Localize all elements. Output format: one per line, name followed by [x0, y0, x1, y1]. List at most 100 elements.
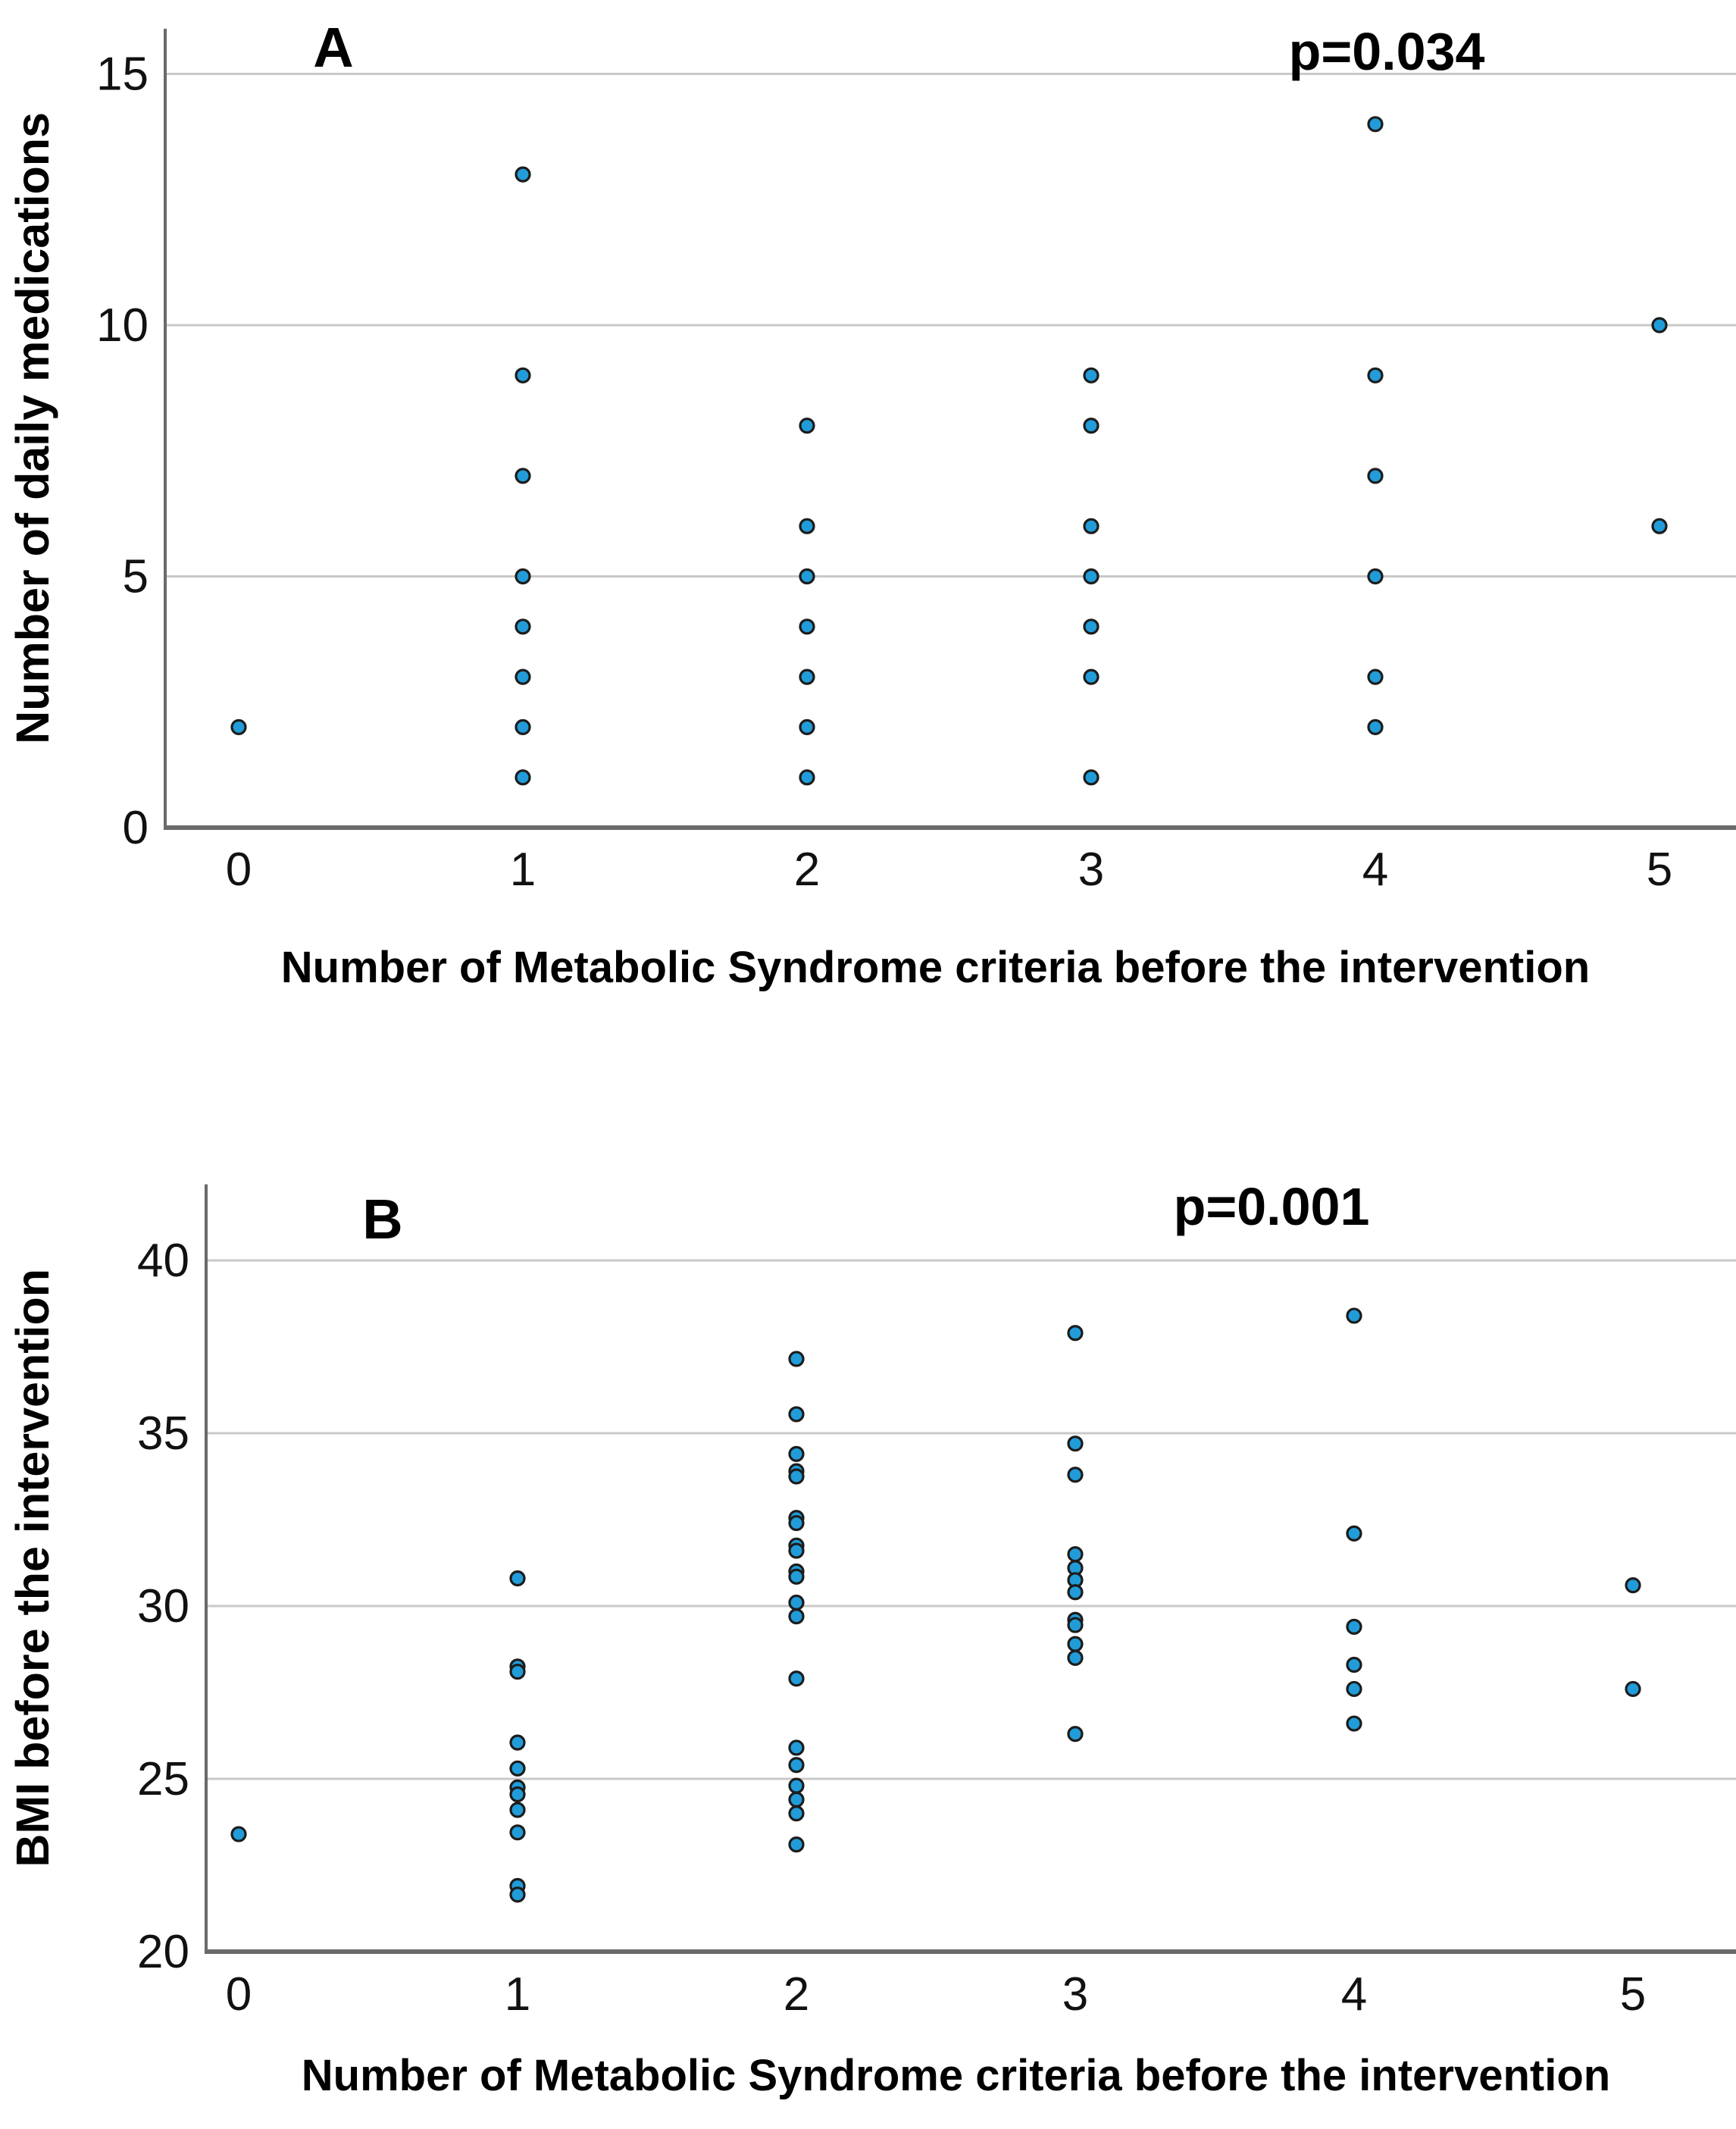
x-tick-label: 2: [784, 1968, 809, 2021]
data-point: [1067, 1636, 1084, 1652]
data-point: [799, 568, 815, 585]
y-tick-label: 15: [96, 49, 149, 101]
y-tick-label: 20: [137, 1926, 189, 1978]
y-tick-label: 25: [137, 1753, 189, 1805]
x-tick-label: 3: [1062, 1968, 1088, 2021]
data-point: [1346, 1680, 1362, 1698]
y-tick-label: 0: [123, 802, 149, 854]
data-point: [515, 166, 531, 183]
data-point: [1067, 1436, 1084, 1452]
data-point: [1067, 1584, 1084, 1601]
data-point: [1625, 1577, 1641, 1594]
data-point: [1346, 1307, 1362, 1324]
data-point: [230, 1826, 247, 1843]
data-point: [1625, 1680, 1641, 1698]
data-point: [509, 1786, 526, 1803]
data-point: [509, 1760, 526, 1777]
data-point: [1346, 1656, 1362, 1673]
data-point: [799, 618, 815, 635]
panel-letter: B: [362, 1188, 402, 1251]
data-point: [1367, 568, 1384, 585]
data-point: [515, 468, 531, 484]
data-point: [788, 1791, 805, 1808]
x-tick-label: 2: [794, 844, 820, 896]
data-point: [788, 1805, 805, 1822]
x-tick-label: 3: [1078, 844, 1104, 896]
data-point: [1651, 518, 1668, 534]
data-point: [515, 719, 531, 736]
data-point: [788, 1568, 805, 1585]
data-point: [515, 668, 531, 685]
data-point: [788, 1594, 805, 1611]
data-point: [1367, 367, 1384, 384]
data-point: [1083, 618, 1099, 635]
data-point: [1346, 1618, 1362, 1635]
data-point: [1067, 1467, 1084, 1483]
data-point: [1067, 1546, 1084, 1563]
data-point: [509, 1824, 526, 1841]
data-point: [1083, 568, 1099, 585]
data-point: [1367, 668, 1384, 685]
data-point: [788, 1670, 805, 1687]
data-point: [515, 769, 531, 786]
x-tick-label: 0: [226, 1968, 252, 2021]
data-point: [509, 1802, 526, 1818]
p-value-annotation: p=0.001: [1174, 1177, 1370, 1236]
data-point: [509, 1570, 526, 1587]
y-axis-title: Number of daily medications: [7, 112, 58, 744]
data-point: [1083, 668, 1099, 685]
x-tick-label: 4: [1362, 844, 1388, 896]
data-point: [509, 1886, 526, 1903]
data-point: [1083, 769, 1099, 786]
y-tick-label: 35: [137, 1407, 189, 1460]
data-point: [788, 1351, 805, 1367]
data-point: [1083, 518, 1099, 534]
data-point: [788, 1468, 805, 1485]
data-point: [1067, 1726, 1084, 1742]
data-point: [799, 668, 815, 685]
data-point: [788, 1777, 805, 1794]
x-tick-label: 5: [1620, 1968, 1646, 2021]
data-point: [1067, 1649, 1084, 1666]
y-tick-label: 10: [96, 299, 149, 352]
data-point: [788, 1757, 805, 1774]
data-point: [509, 1664, 526, 1680]
panel-letter: A: [313, 16, 353, 79]
x-axis-title: Number of Metabolic Syndrome criteria be…: [281, 943, 1590, 992]
data-point: [515, 367, 531, 384]
x-tick-label: 1: [510, 844, 536, 896]
data-point: [788, 1514, 805, 1532]
data-point: [1346, 1525, 1362, 1542]
data-point: [515, 618, 531, 635]
y-axis-title: BMI before the intervention: [7, 1269, 58, 1868]
data-point: [799, 769, 815, 786]
data-point: [1367, 116, 1384, 133]
x-tick-label: 4: [1341, 1968, 1367, 2021]
y-tick-label: 5: [123, 551, 149, 603]
x-axis-title: Number of Metabolic Syndrome criteria be…: [302, 2051, 1610, 2100]
data-point: [788, 1608, 805, 1625]
data-point: [1651, 317, 1668, 333]
x-tick-label: 5: [1647, 844, 1672, 896]
data-point: [788, 1836, 805, 1853]
data-point: [799, 417, 815, 434]
y-tick-label: 40: [137, 1235, 189, 1287]
data-point: [788, 1542, 805, 1559]
x-tick-label: 0: [226, 844, 252, 896]
data-point: [788, 1739, 805, 1756]
data-point: [1083, 417, 1099, 434]
data-point: [799, 518, 815, 534]
x-tick-label: 1: [505, 1968, 530, 2021]
data-point: [1367, 468, 1384, 484]
data-point: [799, 719, 815, 736]
data-point: [509, 1734, 526, 1751]
data-point: [788, 1406, 805, 1423]
p-value-annotation: p=0.034: [1289, 22, 1485, 81]
data-point: [1346, 1715, 1362, 1732]
data-point: [515, 568, 531, 585]
y-tick-label: 30: [137, 1580, 189, 1633]
data-point: [230, 719, 247, 736]
data-point: [1083, 367, 1099, 384]
